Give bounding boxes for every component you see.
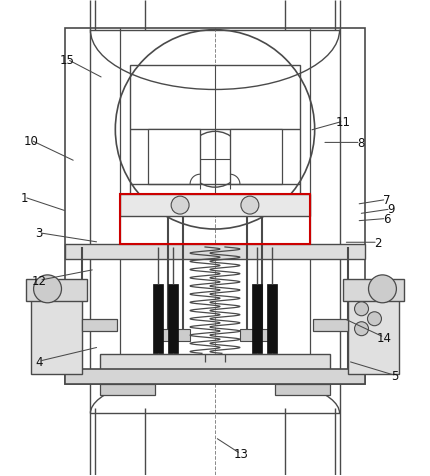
Circle shape <box>34 275 61 303</box>
Text: 2: 2 <box>374 236 381 249</box>
Bar <box>65 245 365 259</box>
Circle shape <box>171 197 189 215</box>
Bar <box>65 29 365 384</box>
Text: 12: 12 <box>32 274 47 287</box>
Text: 4: 4 <box>36 355 43 368</box>
Text: 10: 10 <box>23 134 38 147</box>
Bar <box>313 319 347 331</box>
Circle shape <box>355 302 369 316</box>
Bar <box>255 329 269 341</box>
Bar <box>153 285 163 353</box>
Bar <box>267 285 277 353</box>
Bar <box>275 384 330 396</box>
Text: 1: 1 <box>21 191 28 204</box>
Bar <box>130 65 300 195</box>
Text: 3: 3 <box>36 227 43 240</box>
Bar <box>347 294 399 374</box>
Bar <box>230 130 282 185</box>
Text: 8: 8 <box>357 137 364 149</box>
Bar <box>120 195 310 245</box>
Bar <box>100 384 155 396</box>
Bar <box>252 285 262 353</box>
Bar <box>161 329 175 341</box>
Bar <box>31 294 83 374</box>
Circle shape <box>369 275 396 303</box>
Text: 11: 11 <box>336 115 351 128</box>
Bar <box>83 319 117 331</box>
Text: 15: 15 <box>60 54 74 67</box>
Bar <box>148 130 200 185</box>
Circle shape <box>355 322 369 336</box>
Text: 9: 9 <box>387 203 394 216</box>
Circle shape <box>241 197 259 215</box>
Bar <box>240 329 254 341</box>
Bar <box>176 329 190 341</box>
Text: 6: 6 <box>383 213 390 226</box>
Text: 5: 5 <box>391 369 399 382</box>
Bar <box>168 285 178 353</box>
Text: 13: 13 <box>233 447 248 460</box>
Bar <box>65 369 365 384</box>
Circle shape <box>368 312 381 326</box>
Text: 14: 14 <box>377 331 392 344</box>
Bar <box>120 195 310 217</box>
Bar <box>26 279 87 301</box>
Bar <box>100 354 330 374</box>
Text: 7: 7 <box>383 194 390 207</box>
Bar <box>343 279 404 301</box>
